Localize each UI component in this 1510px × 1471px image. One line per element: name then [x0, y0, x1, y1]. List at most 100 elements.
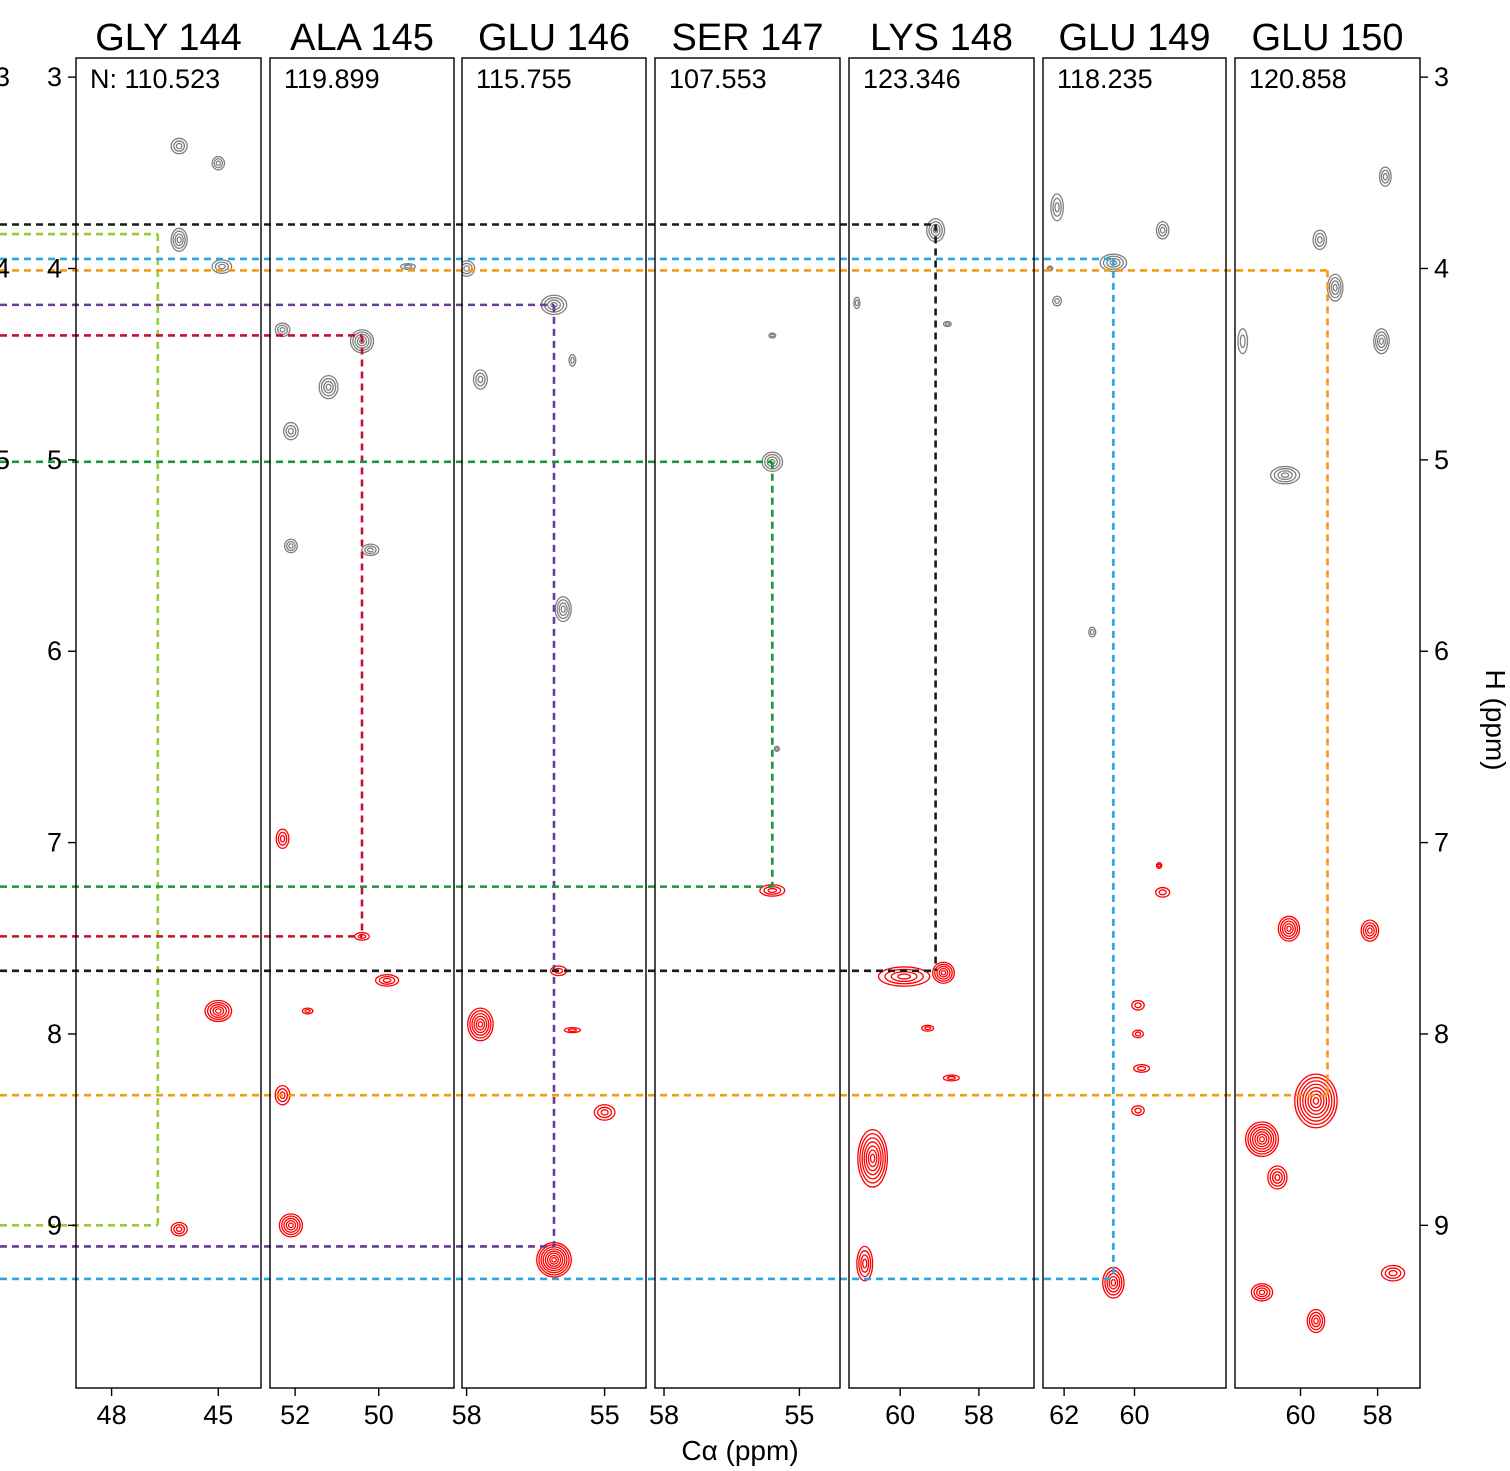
peak-contour	[217, 263, 226, 270]
x-tick-label-3-1: 55	[784, 1400, 814, 1430]
strip-frame-1	[269, 57, 455, 1389]
peak-contour	[563, 1026, 582, 1034]
peak-55	[1378, 166, 1392, 187]
strip-frame-4	[848, 57, 1035, 1389]
peak-contour	[767, 887, 778, 893]
peak-contour	[1254, 1131, 1270, 1148]
peak-contour	[551, 1256, 557, 1263]
peak-contour	[1364, 924, 1375, 937]
peak-contour	[285, 1220, 297, 1231]
peak-contour	[558, 602, 568, 616]
peak-contour	[170, 1221, 188, 1237]
peak-contour	[318, 375, 339, 400]
peak-contour	[567, 1028, 578, 1033]
y-axis-label: H (ppm)	[1480, 669, 1510, 770]
peak-contour	[1134, 1107, 1142, 1114]
peak-contour	[934, 963, 953, 982]
peak-contour	[1050, 193, 1064, 222]
peak-54	[1088, 626, 1097, 638]
peak-contour	[1132, 1063, 1151, 1073]
peak-contour	[942, 320, 952, 328]
peak-30	[768, 332, 777, 339]
peak-64	[1244, 1121, 1280, 1158]
peak-contour	[1378, 337, 1385, 345]
peak-5	[170, 1221, 188, 1237]
peak-8	[318, 375, 339, 400]
peak-contour	[1239, 334, 1246, 349]
peak-39	[857, 1129, 889, 1188]
peak-contour	[1378, 166, 1392, 187]
strip-title-4: LYS 148	[870, 17, 1013, 59]
peak-contour	[853, 296, 861, 310]
strip-n-label-6: 120.858	[1249, 64, 1347, 94]
peak-67	[1306, 1308, 1326, 1334]
peak-contour	[204, 999, 233, 1023]
peak-contour	[768, 332, 777, 339]
peak-contour	[1102, 255, 1124, 270]
strip-title-5: GLU 149	[1058, 17, 1210, 59]
peak-45	[1052, 295, 1063, 307]
peak-contour	[1269, 465, 1301, 485]
peak-contour	[556, 599, 570, 620]
peak-contour	[374, 974, 400, 987]
peak-36	[932, 961, 955, 984]
peak-contour	[1249, 1126, 1275, 1153]
peak-contour	[1089, 629, 1095, 636]
peak-contour	[1155, 220, 1170, 240]
peak-contour	[206, 1001, 230, 1021]
peak-contour	[940, 969, 947, 976]
peak-contour	[859, 1133, 886, 1184]
x-tick-label-0-1: 45	[203, 1400, 233, 1430]
peak-contour	[1159, 226, 1166, 234]
peak-contour	[1157, 863, 1162, 868]
peak-1	[211, 155, 226, 171]
x-tick-label-3-0: 58	[649, 1400, 679, 1430]
peak-contour	[867, 1149, 878, 1168]
peak-68	[1380, 1264, 1406, 1282]
peak-contour	[286, 540, 296, 552]
peak-contour	[1131, 999, 1145, 1011]
peak-contour	[403, 264, 413, 269]
peak-contour	[211, 155, 226, 171]
peak-contour	[1267, 1165, 1288, 1190]
peak-57	[1326, 273, 1344, 302]
peak-60	[1269, 465, 1301, 485]
peak-contour	[597, 1106, 613, 1119]
peak-16	[301, 1007, 314, 1015]
peak-contour	[1312, 229, 1328, 251]
peak-contour	[463, 265, 470, 272]
peak-40	[856, 1245, 874, 1282]
peak-contour	[1284, 923, 1294, 935]
peak-contour	[856, 1245, 874, 1282]
peak-contour	[1256, 1287, 1268, 1298]
peak-contour	[1280, 472, 1290, 479]
peak-10	[400, 263, 416, 271]
peak-contour	[212, 1006, 225, 1016]
peak-contour	[942, 1074, 960, 1082]
peak-65	[1267, 1165, 1288, 1190]
peak-contour	[1244, 1121, 1280, 1158]
peak-contour	[924, 1026, 932, 1031]
x-axis-label: Cα (ppm)	[681, 1435, 798, 1466]
peak-contour	[1134, 1002, 1142, 1009]
peak-contour	[325, 383, 332, 391]
peak-contour	[209, 1004, 227, 1018]
peak-contour	[1259, 1136, 1265, 1143]
peak-contour	[471, 1012, 490, 1036]
peak-contour	[1286, 925, 1292, 932]
peak-11	[283, 538, 298, 554]
peak-contour	[542, 1248, 566, 1272]
peak-44	[1155, 220, 1170, 240]
strip-n-label-0: N: 110.523	[90, 64, 220, 94]
peak-contour	[282, 421, 299, 441]
peak-contour	[467, 1007, 494, 1042]
peak-contour	[1375, 331, 1388, 352]
peak-contour	[1251, 1128, 1273, 1150]
strip-n-label-2: 115.755	[476, 64, 572, 94]
strip-frame-2	[461, 57, 647, 1389]
y-tick-label-right-4: 4	[1434, 254, 1449, 284]
peak-contour	[1373, 328, 1390, 355]
peak-15	[374, 974, 400, 987]
peak-contour	[1380, 1264, 1406, 1282]
